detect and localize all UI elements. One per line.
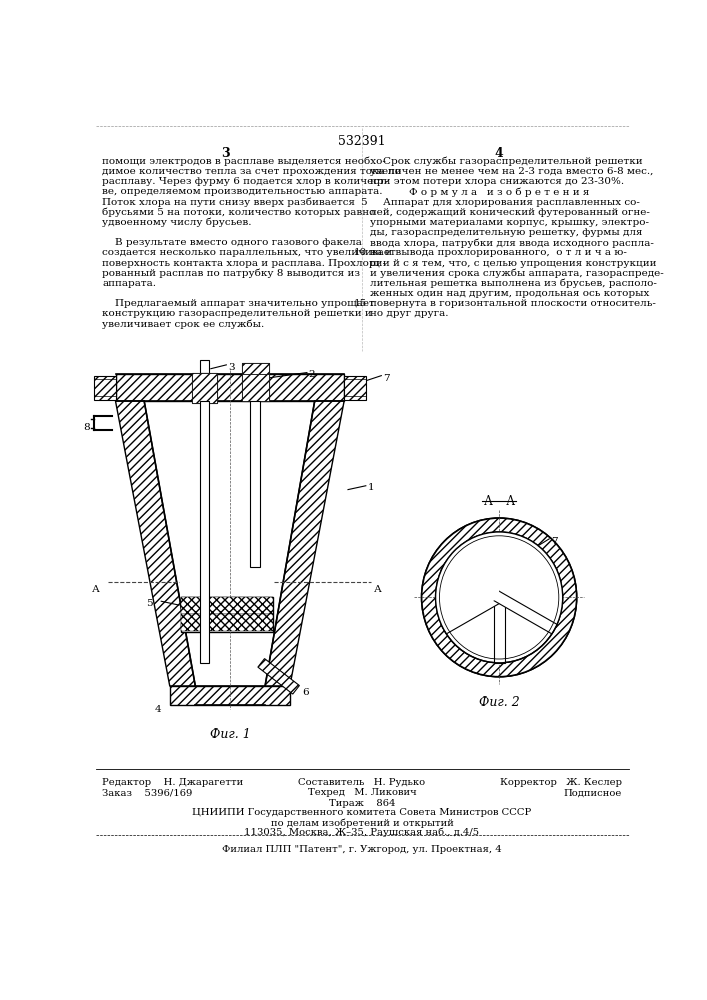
Text: 6: 6 (303, 688, 309, 697)
Text: Техред   М. Ликович: Техред М. Ликович (308, 788, 416, 797)
Text: 4: 4 (495, 147, 503, 160)
Text: Срок службы газораспределительной решетки: Срок службы газораспределительной решетк… (370, 157, 643, 166)
Text: ды, газораспределительную решетку, фурмы для: ды, газораспределительную решетку, фурмы… (370, 228, 642, 237)
Text: 10: 10 (354, 248, 367, 257)
Bar (242, 374, 269, 401)
Text: В результате вместо одного газового факела: В результате вместо одного газового факе… (103, 238, 362, 247)
Ellipse shape (436, 532, 563, 663)
Text: Составитель   Н. Рудько: Составитель Н. Рудько (298, 778, 426, 787)
Text: Подписное: Подписное (563, 788, 621, 797)
Text: ввода хлора, патрубки для ввода исходного распла-: ввода хлора, патрубки для ввода исходног… (370, 238, 653, 248)
Text: щ и й с я тем, что, с целью упрощения конструкции: щ и й с я тем, что, с целью упрощения ко… (370, 259, 656, 268)
Bar (200, 360, 209, 373)
Bar (242, 363, 269, 374)
Text: Редактор    Н. Джарагетти: Редактор Н. Джарагетти (103, 778, 244, 787)
Text: при этом потери хлора снижаются до 23-30%.: при этом потери хлора снижаются до 23-30… (370, 177, 624, 186)
Text: ЦНИИПИ Государственного комитета Совета Министров СССР: ЦНИИПИ Государственного комитета Совета … (192, 808, 532, 817)
Polygon shape (493, 532, 505, 663)
Text: 3: 3 (228, 363, 235, 372)
Text: увеличен не менее чем на 2-3 года вместо 6-8 мес.,: увеличен не менее чем на 2-3 года вместо… (370, 167, 653, 176)
Text: Фиг. 1: Фиг. 1 (210, 728, 250, 741)
Text: по делам изобретений и открытий: по делам изобретений и открытий (271, 818, 453, 828)
Text: 7: 7 (383, 374, 390, 383)
Text: 4: 4 (154, 705, 161, 714)
Text: 1: 1 (368, 483, 374, 492)
Text: и увеличения срока службы аппарата, газораспреде-: и увеличения срока службы аппарата, газо… (370, 269, 663, 278)
Text: помощи электродов в расплаве выделяется необхо-: помощи электродов в расплаве выделяется … (103, 157, 386, 166)
Text: А – А: А – А (484, 495, 515, 508)
Polygon shape (499, 532, 554, 597)
Polygon shape (444, 532, 499, 597)
Text: поверхность контакта хлора и расплава. Прохлори-: поверхность контакта хлора и расплава. П… (103, 259, 386, 268)
Bar (192, 373, 217, 403)
Bar (242, 363, 269, 374)
Text: конструкцию газораспределительной решетки и: конструкцию газораспределительной решетк… (103, 309, 372, 318)
Ellipse shape (421, 518, 577, 677)
Text: 15: 15 (354, 299, 367, 308)
Bar (242, 374, 269, 401)
Polygon shape (258, 659, 299, 694)
Text: женных один над другим, продольная ось которых: женных один над другим, продольная ось к… (370, 289, 649, 298)
Text: создается несколько параллельных, что увеличивает: создается несколько параллельных, что ув… (103, 248, 396, 257)
Polygon shape (170, 686, 290, 705)
Text: 532391: 532391 (338, 135, 386, 148)
Text: Предлагаемый аппарат значительно упрощает: Предлагаемый аппарат значительно упрощае… (103, 299, 375, 308)
Text: Поток хлора на пути снизу вверх разбивается: Поток хлора на пути снизу вверх разбивае… (103, 198, 356, 207)
Text: рованный расплав по патрубку 8 выводится из: рованный расплав по патрубку 8 выводится… (103, 269, 361, 278)
Polygon shape (265, 401, 344, 686)
Text: Корректор   Ж. Кеслер: Корректор Ж. Кеслер (500, 778, 621, 787)
Text: расплаву. Через фурму 6 подается хлор в количест-: расплаву. Через фурму 6 подается хлор в … (103, 177, 389, 186)
Text: Фиг. 2: Фиг. 2 (479, 696, 520, 709)
Bar (180, 597, 273, 632)
Polygon shape (444, 532, 499, 597)
Text: 5: 5 (146, 599, 152, 608)
Text: Тираж    864: Тираж 864 (329, 799, 395, 808)
Ellipse shape (421, 518, 577, 677)
Bar (180, 597, 273, 614)
Text: ве, определяемом производительностью аппарата.: ве, определяемом производительностью апп… (103, 187, 382, 196)
Polygon shape (115, 374, 344, 401)
Text: Ф о р м у л а   и з о б р е т е н и я: Ф о р м у л а и з о б р е т е н и я (409, 187, 590, 197)
Bar (180, 614, 273, 631)
Text: димое количество тепла за счет прохождения тока по: димое количество тепла за счет прохожден… (103, 167, 402, 176)
Polygon shape (441, 561, 557, 634)
Text: Аппарат для хлорирования расплавленных со-: Аппарат для хлорирования расплавленных с… (370, 198, 640, 207)
Text: аппарата.: аппарата. (103, 279, 156, 288)
Text: брусьями 5 на потоки, количество которых равно: брусьями 5 на потоки, количество которых… (103, 208, 375, 217)
Polygon shape (94, 376, 115, 400)
Text: 3: 3 (221, 147, 230, 160)
Text: увеличивает срок ее службы.: увеличивает срок ее службы. (103, 320, 264, 329)
Text: А: А (92, 585, 100, 594)
Polygon shape (499, 565, 563, 630)
Polygon shape (436, 565, 499, 630)
Polygon shape (115, 401, 195, 686)
Text: но друг друга.: но друг друга. (370, 309, 448, 318)
Text: упорными материалами корпус, крышку, электро-: упорными материалами корпус, крышку, эле… (370, 218, 649, 227)
Text: 2: 2 (308, 370, 315, 379)
Text: Заказ    5396/169: Заказ 5396/169 (103, 788, 193, 797)
Polygon shape (499, 532, 554, 597)
Bar (192, 373, 217, 403)
Text: лей, содержащий конический футерованный огне-: лей, содержащий конический футерованный … (370, 208, 650, 217)
Bar (250, 401, 259, 567)
Text: удвоенному числу брусьев.: удвоенному числу брусьев. (103, 218, 252, 227)
Text: 113035, Москва, Ж–35, Раушская наб., д.4/5: 113035, Москва, Ж–35, Раушская наб., д.4… (245, 828, 479, 837)
Bar (200, 401, 209, 663)
Text: 7: 7 (551, 537, 557, 546)
Text: лительная решетка выполнена из брусьев, располо-: лительная решетка выполнена из брусьев, … (370, 279, 657, 288)
Text: А: А (373, 585, 382, 594)
Polygon shape (441, 561, 557, 634)
Text: повернута в горизонтальной плоскости относитель-: повернута в горизонтальной плоскости отн… (370, 299, 655, 308)
Text: 8: 8 (83, 423, 90, 432)
Text: 5: 5 (360, 198, 367, 207)
Polygon shape (344, 376, 366, 400)
Text: ва и вывода прохлорированного,  о т л и ч а ю-: ва и вывода прохлорированного, о т л и ч… (370, 248, 626, 257)
Text: Филиал ПЛП "Патент", г. Ужгород, ул. Проектная, 4: Филиал ПЛП "Патент", г. Ужгород, ул. Про… (222, 845, 502, 854)
